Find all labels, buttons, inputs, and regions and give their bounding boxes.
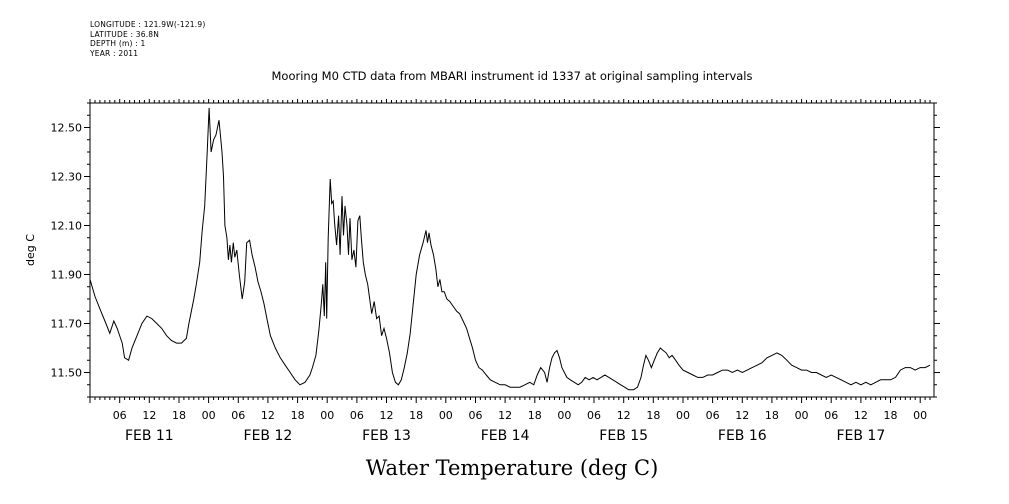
y-tick-label: 11.90 (51, 269, 83, 282)
y-tick-label: 12.30 (51, 171, 83, 184)
x-tick-label: 06 (706, 409, 720, 422)
x-tick-label: 06 (231, 409, 245, 422)
x-axis-label: Water Temperature (deg C) (366, 456, 659, 480)
x-tick-label: 18 (172, 409, 186, 422)
y-axis-label: deg C (24, 234, 37, 266)
x-tick-label: 06 (113, 409, 127, 422)
y-tick-label: 11.70 (51, 318, 83, 331)
temperature-series-line (89, 107, 931, 391)
y-tick-label: 12.10 (51, 220, 83, 233)
year-label: YEAR : 2011 (90, 48, 139, 58)
y-tick-label: 11.50 (51, 367, 83, 380)
x-tick-label: 12 (380, 409, 394, 422)
x-tick-label: 12 (261, 409, 275, 422)
day-label: FEB 13 (362, 428, 411, 444)
latitude-label: LATITUDE : 36.8N (90, 29, 160, 39)
x-tick-label: 00 (202, 409, 216, 422)
x-tick-label: 12 (142, 409, 156, 422)
x-tick-label: 18 (291, 409, 305, 422)
day-label: FEB 17 (836, 428, 885, 444)
x-tick-label: 12 (854, 409, 868, 422)
x-tick-label: 00 (557, 409, 571, 422)
day-label: FEB 12 (244, 428, 293, 444)
x-tick-label: 12 (498, 409, 512, 422)
x-tick-label: 06 (468, 409, 482, 422)
x-tick-label: 00 (320, 409, 334, 422)
day-label: FEB 16 (718, 428, 767, 444)
x-tick-label: 12 (617, 409, 631, 422)
x-tick-label: 12 (735, 409, 749, 422)
x-tick-label: 18 (884, 409, 898, 422)
day-label: FEB 11 (125, 428, 174, 444)
x-tick-label: 00 (439, 409, 453, 422)
chart-title: Mooring M0 CTD data from MBARI instrumen… (272, 69, 753, 83)
x-tick-label: 00 (913, 409, 927, 422)
depth-label: DEPTH (m) : 1 (90, 39, 146, 48)
x-tick-label: 18 (528, 409, 542, 422)
x-tick-label: 06 (587, 409, 601, 422)
plot-frame (89, 102, 935, 398)
axis-ticks (84, 99, 940, 403)
day-labels: FEB 11 FEB 12 FEB 13 FEB 14 FEB 15 FEB 16 FEB … (125, 428, 885, 444)
x-tick-label: 06 (350, 409, 364, 422)
y-tick-labels: 11.50 11.70 11.90 12.10 12.30 12.50 (51, 122, 83, 380)
longitude-label: LONGITUDE : 121.9W(-121.9) (90, 20, 206, 29)
y-tick-label: 12.50 (51, 122, 83, 135)
x-tick-label: 18 (646, 409, 660, 422)
day-label: FEB 14 (481, 428, 530, 444)
x-tick-label: 18 (409, 409, 423, 422)
day-label: FEB 15 (599, 428, 648, 444)
x-tick-label: 00 (676, 409, 690, 422)
tick-marks (84, 99, 940, 403)
x-tick-label: 18 (765, 409, 779, 422)
metadata-block: LONGITUDE : 121.9W(-121.9) LATITUDE : 36… (90, 20, 205, 58)
x-tick-label: 00 (795, 409, 809, 422)
x-tick-labels: 06 12 18 00 06 12 18 00 06 12 18 00 06 12 18 00 06 12 18 00… (113, 409, 927, 422)
x-tick-label: 06 (824, 409, 838, 422)
